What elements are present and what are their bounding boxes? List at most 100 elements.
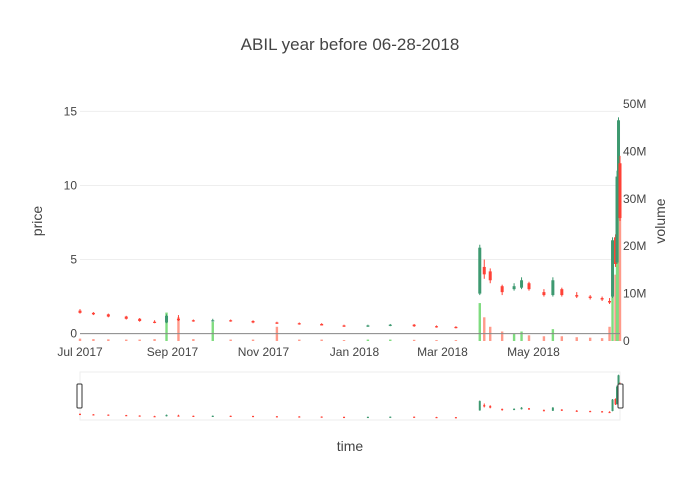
candle-body-mini bbox=[614, 399, 617, 405]
range-slider-track[interactable] bbox=[79, 371, 621, 421]
candle-body bbox=[124, 316, 128, 319]
candle-body-mini bbox=[478, 401, 481, 411]
y2-axis-title: volume bbox=[652, 198, 668, 243]
candle-body-mini bbox=[601, 411, 604, 413]
candle-body bbox=[588, 296, 592, 299]
candle-body bbox=[165, 315, 169, 323]
volume-bar bbox=[600, 338, 604, 341]
candle-body bbox=[611, 240, 615, 297]
volume-bar bbox=[611, 293, 614, 341]
candle-body-mini bbox=[153, 416, 156, 418]
volume-bar bbox=[618, 175, 622, 341]
volume-bar bbox=[551, 329, 555, 341]
volume-bar bbox=[153, 339, 156, 341]
candle-body-mini bbox=[298, 416, 301, 418]
range-slider[interactable] bbox=[76, 371, 624, 421]
chart-title: ABIL year before 06-28-2018 bbox=[241, 35, 460, 54]
candle-body bbox=[78, 310, 82, 313]
x-tick-label: Sep 2017 bbox=[147, 345, 199, 359]
candle-body bbox=[106, 314, 110, 317]
candle-body bbox=[412, 324, 416, 327]
candle-body-mini bbox=[542, 410, 545, 412]
candle-body bbox=[482, 266, 486, 275]
volume-bar bbox=[454, 340, 458, 341]
candles bbox=[78, 117, 622, 329]
volume-bar bbox=[298, 339, 301, 341]
y-tick-label: 10 bbox=[64, 178, 78, 192]
candle-body-mini bbox=[79, 413, 81, 416]
y2-tick-label: 20M bbox=[623, 239, 646, 253]
candle-body-mini bbox=[229, 415, 232, 417]
volume-bar bbox=[512, 333, 516, 341]
volume-bar bbox=[138, 339, 141, 341]
volume-bar bbox=[107, 339, 110, 341]
candle-body-mini bbox=[389, 416, 392, 418]
volume-bar bbox=[575, 337, 578, 341]
candle-body-mini bbox=[275, 416, 278, 418]
volume-bar bbox=[478, 303, 481, 341]
volume-bar bbox=[588, 337, 592, 341]
candle-body bbox=[615, 176, 619, 263]
volume-bar bbox=[435, 340, 438, 341]
candle-body bbox=[542, 292, 546, 296]
candle-body bbox=[275, 322, 279, 324]
volume-bar bbox=[366, 339, 370, 341]
candle-body-mini bbox=[489, 405, 492, 408]
candle-body bbox=[435, 326, 439, 328]
candle-body bbox=[251, 321, 255, 323]
volume-bar bbox=[229, 339, 232, 341]
candle-body bbox=[176, 318, 180, 321]
candle-body-mini bbox=[454, 417, 457, 419]
candle-body-mini bbox=[138, 415, 141, 417]
volume-bar bbox=[192, 339, 195, 341]
candle-body bbox=[320, 323, 324, 326]
volume-bar bbox=[389, 339, 392, 341]
candle-body bbox=[520, 280, 524, 288]
candle-body bbox=[191, 320, 195, 322]
candle-body-mini bbox=[413, 416, 416, 418]
volume-bar bbox=[520, 331, 523, 341]
candle-body-mini bbox=[575, 410, 578, 412]
y2-tick-label: 40M bbox=[623, 144, 646, 158]
candle-body-mini bbox=[560, 409, 563, 411]
x-tick-label: Mar 2018 bbox=[417, 345, 468, 359]
candle-body-mini bbox=[92, 414, 95, 416]
candle-body bbox=[575, 295, 579, 297]
x-tick-label: Nov 2017 bbox=[238, 345, 290, 359]
y2-tick-label: 10M bbox=[623, 287, 646, 301]
x-tick-label: May 2018 bbox=[507, 345, 560, 359]
candle-body-mini bbox=[320, 416, 323, 418]
range-slider-handle-left[interactable] bbox=[76, 383, 83, 409]
candle-body bbox=[297, 323, 301, 325]
y-tick-label: 5 bbox=[70, 253, 77, 267]
y-tick-label: 15 bbox=[64, 104, 78, 118]
candle-body bbox=[153, 321, 157, 323]
range-slider-handle-right[interactable] bbox=[617, 383, 624, 409]
candle-body-mini bbox=[107, 414, 110, 416]
candle-body-mini bbox=[617, 375, 620, 387]
y-axis-title: price bbox=[29, 206, 45, 237]
y2-tick-label: 50M bbox=[623, 97, 646, 111]
volume-bar bbox=[211, 322, 214, 341]
volume-bar bbox=[542, 336, 546, 341]
volume-bar bbox=[251, 339, 255, 341]
candle-body-mini bbox=[551, 407, 554, 411]
candle-body-mini bbox=[608, 411, 611, 414]
candle-body bbox=[229, 320, 233, 322]
candle-body-mini bbox=[528, 408, 531, 410]
candle-body-mini bbox=[192, 415, 195, 417]
volume-bar bbox=[165, 312, 168, 341]
volume-bar bbox=[500, 331, 504, 341]
x-axis-title: time bbox=[337, 438, 364, 454]
candle-body bbox=[527, 283, 531, 290]
candle-body-mini bbox=[252, 415, 255, 418]
volume-bar bbox=[615, 198, 619, 341]
candle-body bbox=[617, 120, 621, 179]
candle-body-mini bbox=[611, 399, 614, 411]
candle-body-mini bbox=[343, 416, 346, 419]
candle-body-mini bbox=[513, 408, 516, 411]
candle-body bbox=[342, 325, 346, 327]
candle-body bbox=[366, 325, 370, 327]
candle-body bbox=[600, 298, 604, 300]
volume-bar bbox=[177, 317, 180, 341]
